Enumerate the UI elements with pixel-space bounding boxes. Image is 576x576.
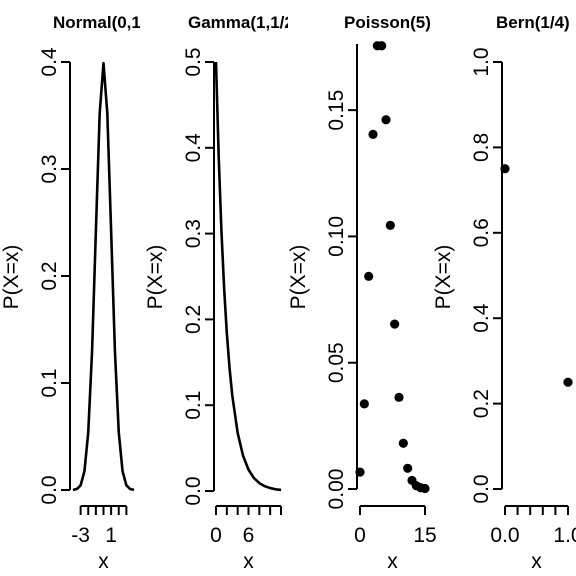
y-tick-label: 0.10 — [325, 216, 348, 257]
y-tick-label: 0.6 — [470, 218, 493, 247]
y-tick-label: 0.05 — [325, 342, 348, 383]
data-point — [359, 399, 369, 409]
data-point — [385, 220, 395, 230]
x-axis-label: x — [243, 550, 254, 573]
series-line — [72, 61, 135, 492]
y-tick-label: 0.15 — [325, 90, 348, 131]
y-axis-label: P(X=x) — [432, 245, 455, 310]
x-axis-label: x — [531, 550, 542, 573]
data-point — [368, 129, 378, 139]
y-tick-label: 0.0 — [182, 476, 205, 505]
x-axis-label: x — [98, 550, 109, 573]
data-point — [394, 392, 404, 402]
y-tick-label: 0.0 — [470, 474, 493, 503]
y-tick-label: 1.0 — [470, 47, 493, 76]
y-tick-label: 0.2 — [182, 305, 205, 334]
y-tick-label: 0.8 — [470, 133, 493, 162]
panel-title: Gamma(1,1/2) — [188, 13, 300, 32]
y-tick-label: 0.4 — [38, 47, 61, 77]
x-tick-label: 0 — [354, 524, 366, 547]
data-point — [500, 164, 510, 174]
panel-4: Bern(1/4) 0.0 0.2 0.4 0.6 0.8 1.0 P(X=x) 0.0 1.0 x — [432, 13, 576, 573]
y-tick-label: 0.00 — [325, 469, 348, 510]
y-tick-label: 0.3 — [182, 219, 205, 248]
x-tick-label: 1 — [105, 524, 117, 547]
panel-title: Normal(0,1) — [53, 13, 147, 32]
y-tick-label: 0.5 — [182, 47, 205, 76]
x-tick-label: -3 — [71, 524, 90, 547]
data-point — [381, 115, 391, 125]
data-point — [364, 271, 374, 281]
y-tick-label: 0.1 — [182, 391, 205, 420]
data-point — [390, 319, 400, 329]
x-tick-label: 0.0 — [490, 524, 519, 547]
panel-3: Poisson(5) 0.00 0.05 0.10 0.15 P(X=x) 0 15 x — [287, 13, 437, 573]
data-point — [420, 483, 430, 494]
data-point — [355, 467, 365, 477]
data-point — [398, 438, 408, 448]
y-tick-label: 0.4 — [470, 303, 493, 333]
series-line — [214, 61, 282, 492]
y-axis-label: P(X=x) — [144, 245, 167, 310]
y-axis-label: P(X=x) — [0, 245, 23, 310]
panel-2: Gamma(1,1/2) 0.0 0.1 0.2 0.3 0.4 0.5 P(X=x) 0 6 x — [144, 13, 300, 573]
y-tick-label: 0.0 — [38, 475, 61, 504]
data-point — [563, 377, 573, 387]
y-tick-label: 0.3 — [38, 154, 61, 183]
panel-1: Normal(0,1) 0.0 0.1 0.2 0.3 0.4 P(X=x) -3 1 x — [0, 13, 147, 573]
panel-title: Poisson(5) — [344, 13, 431, 32]
x-tick-label: 1.0 — [553, 524, 576, 547]
x-axis-label: x — [387, 550, 398, 573]
y-tick-label: 0.2 — [470, 389, 493, 418]
y-axis-label: P(X=x) — [287, 245, 310, 310]
x-tick-label: 0 — [210, 524, 222, 547]
panel-title: Bern(1/4) — [496, 13, 570, 32]
y-tick-label: 0.4 — [182, 133, 205, 163]
y-tick-label: 0.1 — [38, 368, 61, 397]
y-tick-label: 0.2 — [38, 261, 61, 290]
data-point — [403, 463, 413, 473]
x-tick-label: 6 — [243, 524, 255, 547]
x-tick-label: 15 — [413, 524, 436, 547]
data-point — [377, 41, 387, 51]
